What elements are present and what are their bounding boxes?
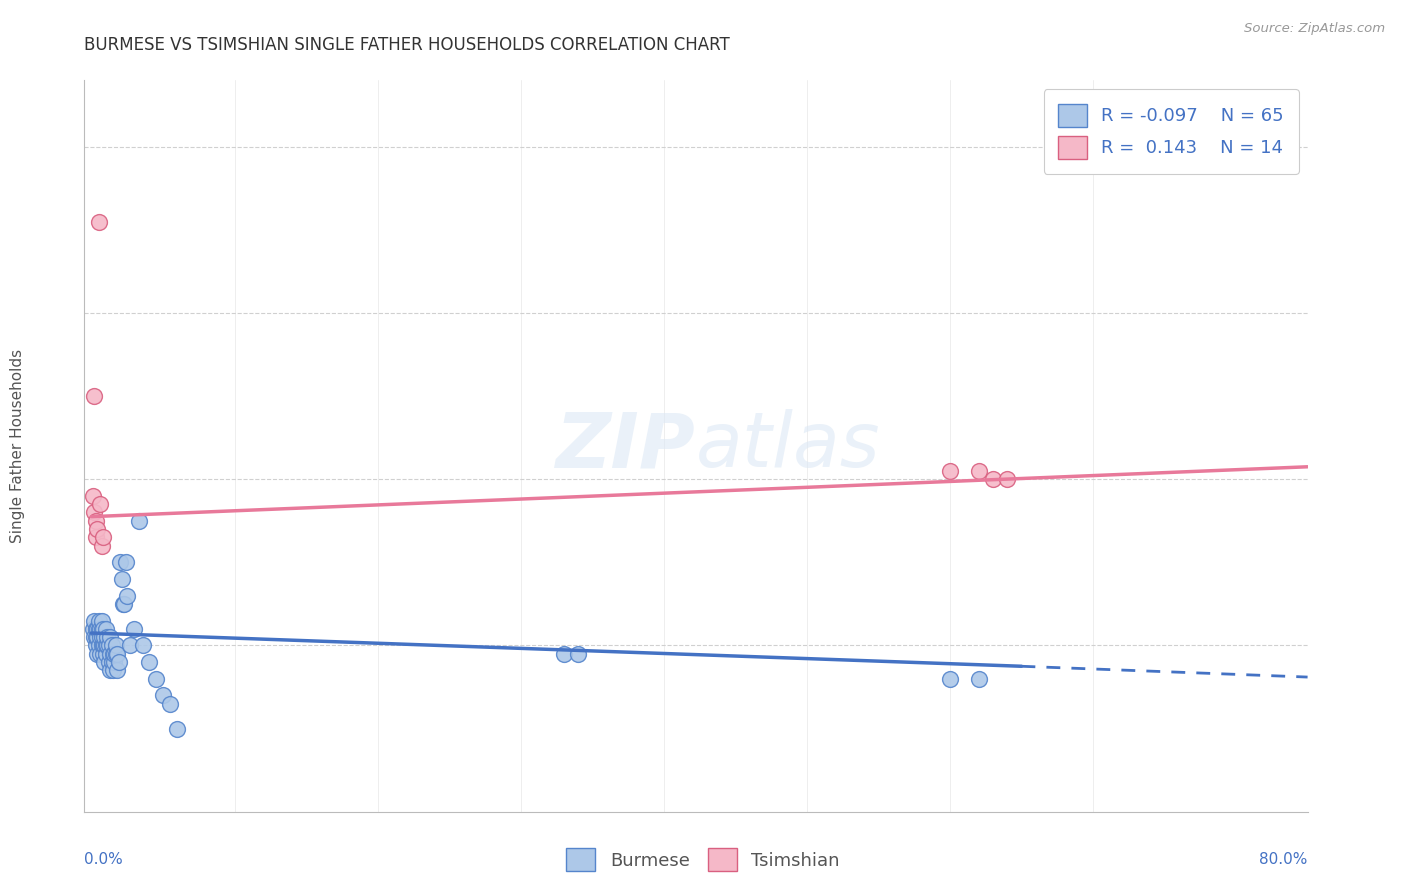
Point (145, 672, 167, 686)
Point (93, 655, 115, 669)
Point (124, 622, 146, 636)
Point (84, 630, 107, 644)
Point (93, 639, 115, 653)
Point (86, 647, 108, 661)
Point (87, 614, 110, 628)
Point (553, 647, 575, 661)
Point (84, 514, 107, 528)
Point (132, 639, 155, 653)
Point (89, 630, 111, 644)
Point (90, 622, 112, 636)
Point (86, 630, 108, 644)
Point (84, 622, 107, 636)
Text: BURMESE VS TSIMSHIAN SINGLE FATHER HOUSEHOLDS CORRELATION CHART: BURMESE VS TSIMSHIAN SINGLE FATHER HOUSE… (84, 36, 730, 54)
Point (93, 630, 115, 644)
Point (939, 464, 962, 478)
Point (94, 639, 117, 653)
Point (98, 630, 121, 644)
Point (87, 639, 110, 653)
Point (83, 614, 105, 628)
Text: Single Father Households: Single Father Households (10, 349, 24, 543)
Point (112, 597, 135, 611)
Point (111, 597, 134, 611)
Point (97, 639, 120, 653)
Point (967, 464, 990, 478)
Point (87, 214, 110, 228)
Point (100, 639, 122, 653)
Point (108, 555, 131, 569)
Point (100, 655, 122, 669)
Point (117, 589, 139, 603)
Point (83, 389, 105, 403)
Point (82, 489, 104, 503)
Point (115, 555, 138, 569)
Point (166, 722, 188, 736)
Point (89, 497, 111, 511)
Point (89, 622, 111, 636)
Point (90, 614, 112, 628)
Point (107, 655, 129, 669)
Point (90, 630, 112, 644)
Point (94, 622, 117, 636)
Point (90, 639, 112, 653)
Point (89, 647, 111, 661)
Point (939, 672, 962, 686)
Point (152, 689, 174, 703)
Point (981, 472, 1004, 486)
Point (84, 639, 107, 653)
Text: 0.0%: 0.0% (84, 852, 124, 867)
Point (91, 647, 114, 661)
Point (104, 639, 127, 653)
Point (97, 655, 120, 669)
Point (567, 647, 589, 661)
Point (98, 664, 121, 678)
Point (86, 622, 108, 636)
Point (103, 655, 125, 669)
Point (87, 622, 110, 636)
Point (105, 647, 128, 661)
Point (967, 672, 990, 686)
Point (995, 472, 1018, 486)
Point (91, 530, 114, 544)
Point (82, 622, 104, 636)
Legend: Burmese, Tsimshian: Burmese, Tsimshian (560, 841, 846, 879)
Text: ZIP: ZIP (557, 409, 696, 483)
Point (103, 647, 125, 661)
Point (90, 539, 112, 553)
Point (110, 572, 132, 586)
Legend: R = -0.097    N = 65, R =  0.143    N = 14: R = -0.097 N = 65, R = 0.143 N = 14 (1043, 89, 1299, 174)
Point (91, 639, 114, 653)
Point (94, 647, 117, 661)
Point (86, 522, 108, 536)
Point (104, 647, 127, 661)
Point (98, 647, 121, 661)
Point (159, 697, 181, 711)
Point (83, 506, 105, 520)
Point (101, 664, 124, 678)
Point (96, 630, 118, 644)
Point (101, 647, 124, 661)
Point (91, 622, 114, 636)
Text: atlas: atlas (696, 409, 880, 483)
Point (84, 530, 107, 544)
Point (120, 639, 142, 653)
Point (96, 639, 118, 653)
Text: Source: ZipAtlas.com: Source: ZipAtlas.com (1244, 22, 1385, 36)
Point (138, 655, 160, 669)
Text: 80.0%: 80.0% (1260, 852, 1308, 867)
Point (105, 664, 128, 678)
Point (83, 630, 105, 644)
Point (128, 514, 150, 528)
